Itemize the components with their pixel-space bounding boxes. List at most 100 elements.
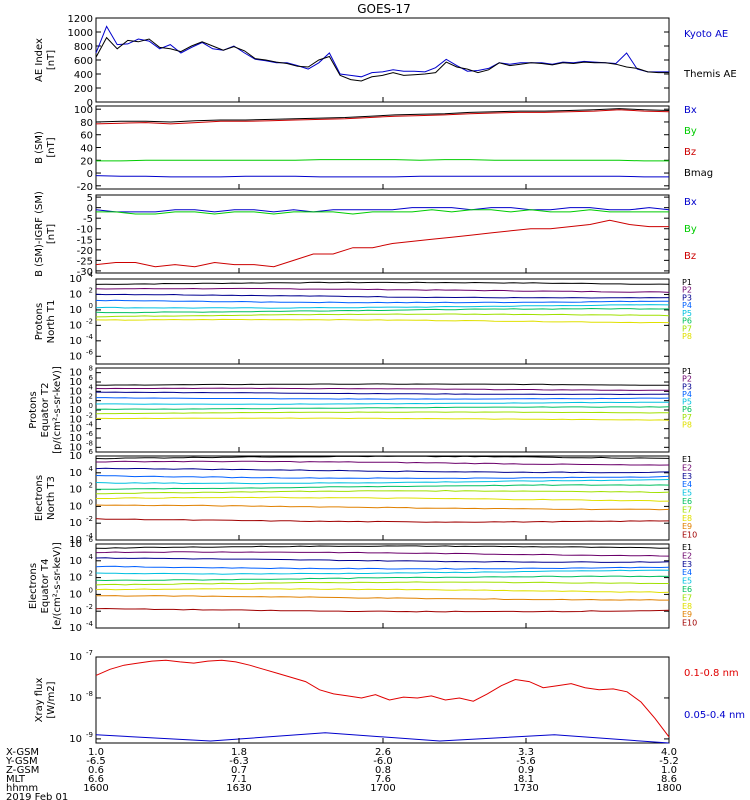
y-tick-label-exp: -2 — [86, 411, 93, 419]
y-tick-label-exp: -2 — [86, 603, 93, 611]
series-line — [95, 401, 670, 405]
series-line — [95, 411, 669, 415]
y-tick-label-exp: -6 — [86, 348, 94, 356]
series-line — [96, 460, 670, 466]
series-line — [95, 219, 669, 268]
legend-entry: E8 — [682, 602, 692, 611]
panel-frame — [95, 367, 670, 453]
y-axis-label: [nT] — [46, 50, 57, 70]
legend-entry: P4 — [682, 301, 692, 310]
axis-row-value: 8.1 — [518, 774, 534, 785]
legend-entry: E5 — [682, 489, 692, 498]
axis-row-label: Z-GSM — [6, 765, 39, 776]
y-axis-label: Equator T4 — [40, 559, 51, 614]
y-tick-label: 400 — [74, 70, 93, 81]
y-axis-label: Electrons — [34, 475, 45, 521]
legend-entry: P3 — [682, 382, 692, 391]
legend-entry: 0.1-0.8 nm — [684, 668, 739, 679]
y-tick-label: 10 — [69, 396, 82, 407]
y-tick-label: 0 — [87, 98, 93, 109]
series-line — [95, 307, 670, 314]
y-tick-label-exp: 2 — [89, 570, 93, 578]
y-tick-label-exp: 4 — [89, 383, 94, 391]
y-tick-label: 10 — [69, 405, 82, 416]
y-tick-label: 10 — [69, 652, 82, 663]
y-tick-label: 0 — [87, 204, 93, 215]
y-tick-label: 10 — [69, 305, 82, 316]
y-tick-label: 10 — [69, 336, 82, 347]
series-line — [96, 595, 669, 601]
axis-row-label: hhmm — [6, 783, 38, 794]
series-line — [95, 475, 670, 480]
y-tick-label: 10 — [69, 320, 82, 331]
y-tick-label: 1000 — [68, 28, 93, 39]
y-tick-label: 10 — [69, 368, 82, 379]
y-tick-label-exp: 4 — [89, 271, 94, 279]
axis-row-value: 1630 — [226, 783, 251, 794]
series-line — [95, 281, 670, 285]
legend-entry: E6 — [682, 585, 692, 594]
series-line — [96, 417, 670, 421]
y-tick-label: 1200 — [68, 14, 93, 25]
y-tick-label-exp: 6 — [89, 374, 94, 382]
y-tick-label-exp: -8 — [86, 690, 93, 698]
axis-row-value: -6.3 — [229, 756, 249, 767]
y-axis-label: Protons — [28, 391, 39, 428]
y-tick-label: 0 — [87, 169, 93, 180]
y-tick-label-exp: 6 — [89, 536, 94, 544]
axis-row-value: 1800 — [656, 783, 681, 794]
series-line — [96, 159, 669, 162]
date-label: 2019 Feb 01 — [6, 792, 68, 800]
series-line — [95, 25, 669, 78]
y-tick-label-exp: -2 — [86, 515, 93, 523]
y-tick-label: 10 — [69, 623, 82, 634]
legend-entry: 0.05-0.4 nm — [684, 710, 745, 721]
y-axis-label: [nT] — [46, 137, 57, 157]
axis-row-value: 0.7 — [231, 765, 247, 776]
series-line — [95, 504, 670, 511]
axis-row-value: 7.6 — [375, 774, 391, 785]
y-axis-label: [e/(cm²-s-sr-keV)] — [52, 542, 63, 630]
axis-row-value: 2.6 — [375, 747, 391, 758]
legend-entry: E7 — [682, 505, 692, 514]
y-tick-label: 10 — [69, 274, 82, 285]
series-line — [96, 496, 670, 502]
series-line — [95, 557, 670, 563]
panel-8: 10 -7 10 -8 10 -9 Xray flux [W/m2] 0.1-0.8 nm 0.0… — [34, 649, 745, 745]
legend-entry: P4 — [682, 390, 692, 399]
y-tick-label: 10 — [69, 424, 82, 435]
legend-entry: By — [684, 126, 697, 137]
y-tick-label-exp: -6 — [86, 430, 94, 438]
y-tick-label: 10 — [69, 414, 82, 425]
panel-1: 0 200 400 600 800 1000 1200 AE Index [nT] Kyoto A… — [34, 14, 737, 109]
axis-row-value: 1.0 — [88, 747, 104, 758]
y-axis-label: [nT] — [46, 224, 57, 244]
y-tick-label-exp: 2 — [89, 482, 93, 490]
y-tick-label-exp: -4 — [86, 620, 94, 628]
legend-entry: Themis AE — [683, 69, 737, 80]
axis-row-value: -6.5 — [86, 756, 106, 767]
series-line — [95, 299, 670, 304]
series-line — [95, 406, 670, 410]
y-tick-label: 600 — [74, 56, 93, 67]
series-line — [95, 293, 670, 299]
y-tick-label: 10 — [69, 289, 82, 300]
axis-row-value: 1.0 — [661, 765, 677, 776]
series-line — [95, 313, 670, 318]
legend-entry: Bz — [684, 251, 696, 262]
series-line — [95, 391, 670, 396]
axis-row-value: -5.2 — [659, 756, 679, 767]
y-tick-label-exp: -7 — [86, 649, 93, 657]
y-tick-label: 10 — [69, 433, 82, 444]
y-tick-label-exp: 0 — [89, 586, 93, 594]
legend-entry: Bmag — [684, 168, 713, 179]
y-tick-label: 10 — [69, 539, 82, 550]
legend-entry: E9 — [682, 610, 692, 619]
series-line — [95, 489, 670, 495]
legend-entry: P2 — [682, 286, 692, 295]
series-line — [95, 545, 670, 549]
y-tick-label-exp: -9 — [86, 731, 93, 739]
axis-row-value: -5.6 — [516, 756, 536, 767]
axis-row-value: 7.1 — [231, 774, 247, 785]
